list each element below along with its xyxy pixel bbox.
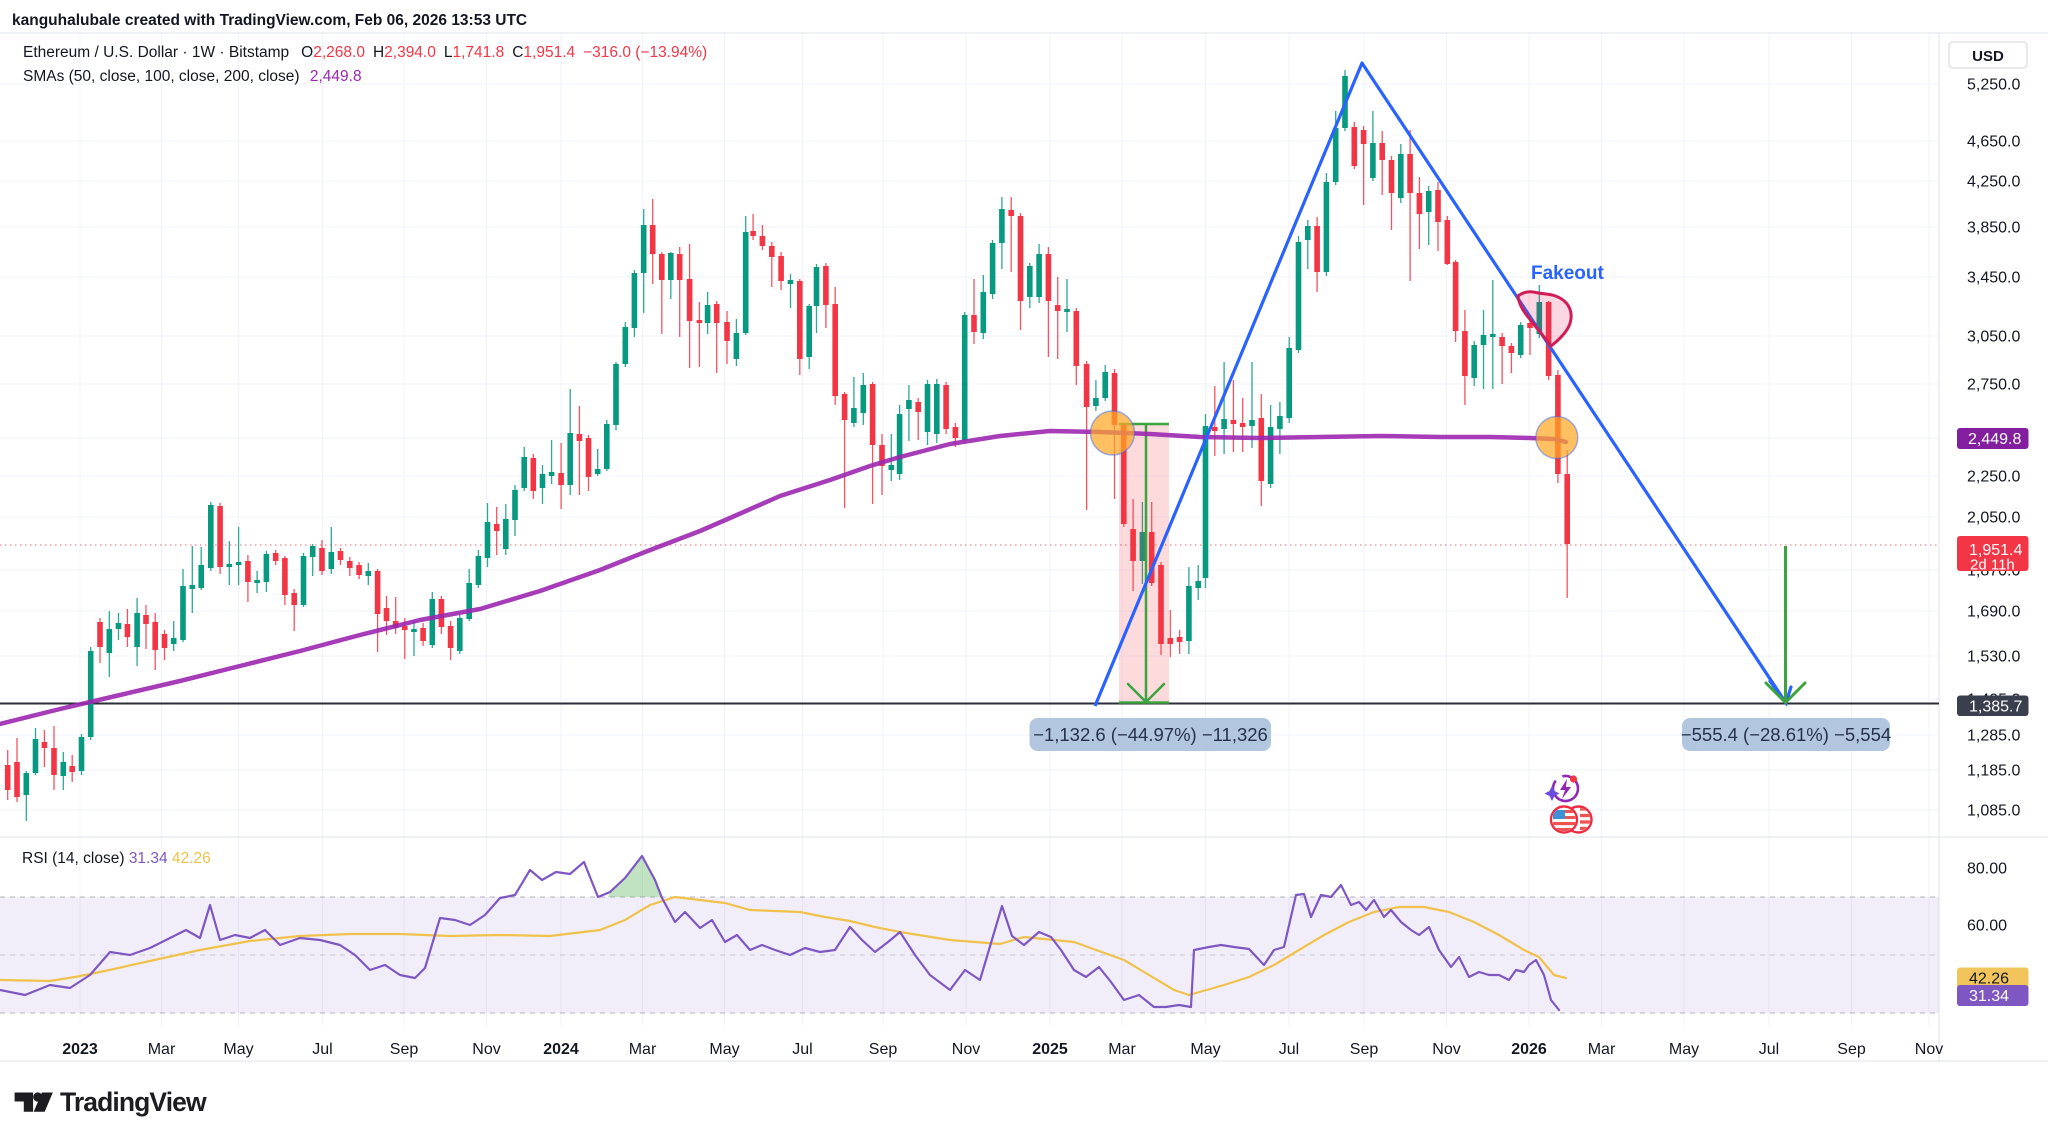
svg-text:Nov: Nov	[1432, 1041, 1460, 1058]
svg-text:−555.4 (−28.61%) −5,554: −555.4 (−28.61%) −5,554	[1681, 724, 1891, 745]
svg-text:2023: 2023	[62, 1041, 98, 1058]
svg-text:60.00: 60.00	[1967, 918, 2007, 935]
svg-text:May: May	[1669, 1041, 1699, 1058]
svg-text:Sep: Sep	[390, 1041, 419, 1058]
svg-text:2,250.0: 2,250.0	[1967, 469, 2020, 486]
svg-text:May: May	[223, 1041, 253, 1058]
svg-text:Mar: Mar	[1588, 1041, 1616, 1058]
svg-text:5,250.0: 5,250.0	[1967, 77, 2020, 94]
svg-text:2,449.8: 2,449.8	[1968, 431, 2021, 448]
svg-text:Jul: Jul	[312, 1041, 332, 1058]
svg-text:2025: 2025	[1032, 1041, 1068, 1058]
svg-text:Jul: Jul	[792, 1041, 812, 1058]
svg-text:Sep: Sep	[1837, 1041, 1866, 1058]
svg-text:Mar: Mar	[629, 1041, 657, 1058]
svg-text:1,951.4: 1,951.4	[1969, 542, 2022, 559]
svg-text:1,530.0: 1,530.0	[1967, 649, 2020, 666]
svg-text:Nov: Nov	[472, 1041, 500, 1058]
svg-text:Nov: Nov	[952, 1041, 980, 1058]
svg-text:2,750.0: 2,750.0	[1967, 377, 2020, 394]
svg-text:Jul: Jul	[1759, 1041, 1779, 1058]
svg-text:Fakeout: Fakeout	[1531, 263, 1605, 284]
svg-text:4,250.0: 4,250.0	[1967, 174, 2020, 191]
svg-text:1,690.0: 1,690.0	[1967, 604, 2020, 621]
svg-text:RSI (14, close) 31.34 42.26: RSI (14, close) 31.34 42.26	[22, 850, 211, 867]
svg-text:4,650.0: 4,650.0	[1967, 134, 2020, 151]
svg-text:Mar: Mar	[1108, 1041, 1136, 1058]
svg-text:1,185.0: 1,185.0	[1967, 763, 2020, 780]
svg-text:Sep: Sep	[869, 1041, 898, 1058]
svg-text:3,450.0: 3,450.0	[1967, 270, 2020, 287]
svg-text:Jul: Jul	[1279, 1041, 1299, 1058]
svg-text:1,085.0: 1,085.0	[1967, 803, 2020, 820]
svg-text:80.00: 80.00	[1967, 861, 2007, 878]
svg-text:2d 11h: 2d 11h	[1970, 557, 2015, 574]
svg-text:2,050.0: 2,050.0	[1967, 510, 2020, 527]
svg-text:31.34: 31.34	[1969, 988, 2009, 1005]
svg-text:42.26: 42.26	[1969, 971, 2009, 988]
svg-text:May: May	[709, 1041, 739, 1058]
svg-text:Nov: Nov	[1915, 1041, 1943, 1058]
svg-text:USD: USD	[1972, 48, 2004, 65]
svg-text:2026: 2026	[1511, 1041, 1547, 1058]
svg-text:May: May	[1190, 1041, 1220, 1058]
svg-text:3,850.0: 3,850.0	[1967, 220, 2020, 237]
svg-text:1,285.0: 1,285.0	[1967, 728, 2020, 745]
svg-text:Mar: Mar	[148, 1041, 176, 1058]
svg-text:1,385.7: 1,385.7	[1969, 699, 2022, 716]
svg-text:2024: 2024	[543, 1041, 579, 1058]
svg-text:−1,132.6 (−44.97%) −11,326: −1,132.6 (−44.97%) −11,326	[1033, 724, 1268, 745]
svg-text:kanguhalubale created with Tra: kanguhalubale created with TradingView.c…	[12, 12, 527, 29]
svg-text:Sep: Sep	[1350, 1041, 1379, 1058]
svg-text:3,050.0: 3,050.0	[1967, 329, 2020, 346]
svg-text:SMAs (50, close, 100, close, 2: SMAs (50, close, 100, close, 200, close)…	[23, 68, 362, 85]
svg-text:TradingView: TradingView	[60, 1087, 207, 1117]
